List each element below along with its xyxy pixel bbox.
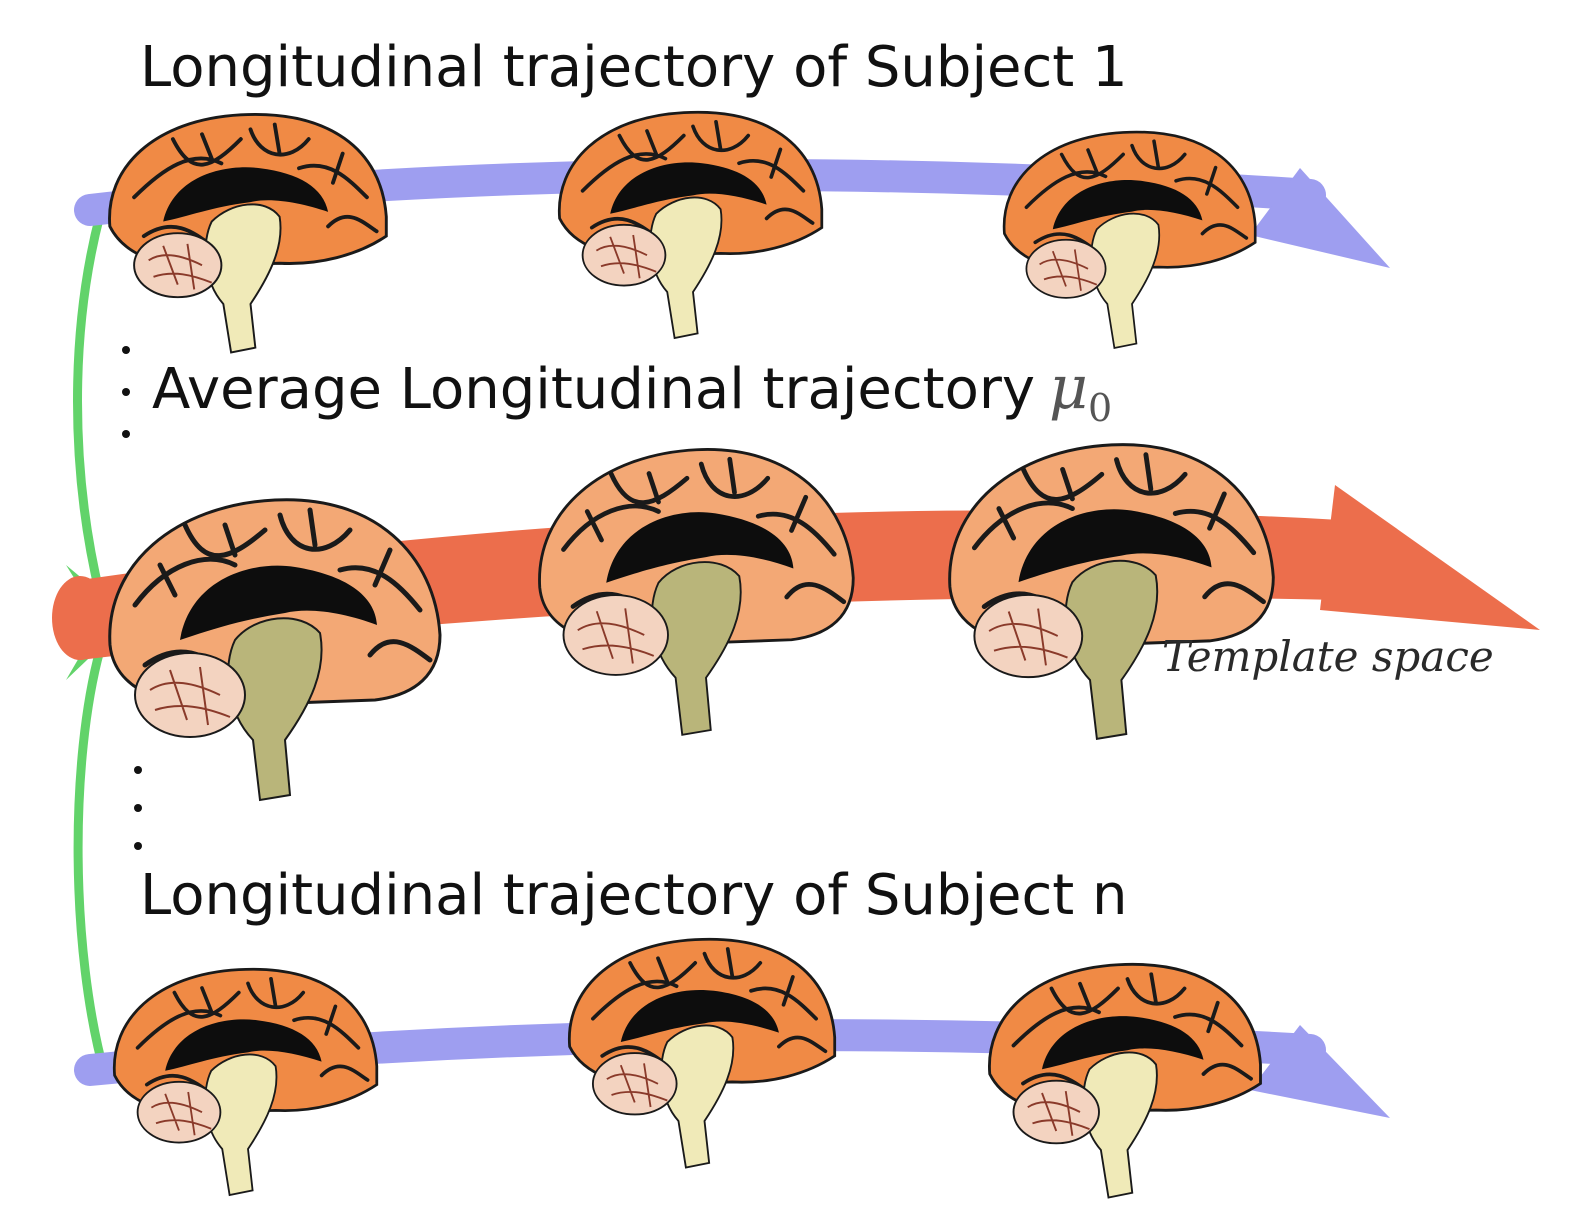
connector-subject-n [73,648,110,1077]
subject-1-brain-time-1 [107,112,389,355]
subject-n-brain-time-1 [112,967,379,1197]
subject-1-brain-time-3 [1002,130,1257,350]
connector-subject-1 [73,213,105,597]
subject-n-brain-time-2 [567,937,837,1170]
average-title-text: Average Longitudinal trajectory [152,357,1036,422]
average-brain-time-1 [110,500,440,800]
average-brain-time-2 [540,449,854,734]
subject-1-title: Longitudinal trajectory of Subject 1 [140,35,1128,100]
subject-1-brain-time-2 [557,110,824,340]
subject-n-brain-time-3 [987,962,1263,1200]
subject-n-title: Longitudinal trajectory of Subject n [140,863,1128,928]
ellipsis-dots-lower [134,766,142,850]
average-mu-symbol: μ0 [1049,353,1113,430]
average-brain-time-3 [950,445,1274,739]
template-space-label: Template space [1162,632,1494,681]
ellipsis-dots-upper [122,346,130,438]
average-title: Average Longitudinal trajectory μ0 [152,358,1112,427]
